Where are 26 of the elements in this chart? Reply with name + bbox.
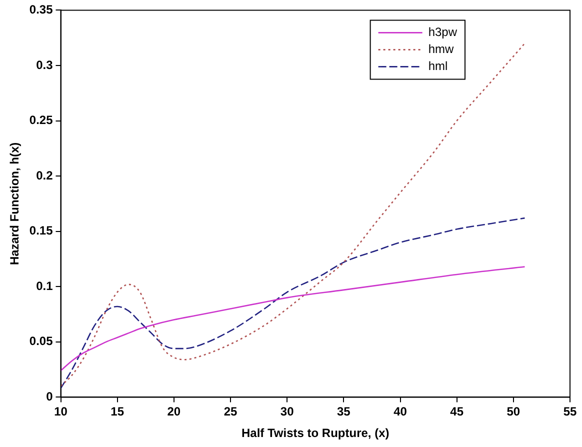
y-tick-label: 0 (46, 390, 54, 404)
x-tick-label: 25 (224, 404, 238, 419)
line-series (60, 217, 526, 390)
x-tick-label: 55 (563, 404, 577, 419)
y-tick-label: 0.15 (29, 224, 54, 238)
x-tick-label: 30 (280, 404, 294, 419)
x-tick-label: 45 (450, 404, 464, 419)
line-series (60, 42, 526, 387)
x-tick-label: 15 (110, 404, 124, 419)
y-tick-label: 0.3 (36, 58, 54, 72)
legend-label: hmw (428, 42, 454, 56)
x-tick-label: 35 (336, 404, 351, 419)
y-tick-label: 0.1 (36, 278, 54, 293)
x-axis-title: Half Twists to Rupture, (x) (241, 426, 390, 440)
y-tick-label: 0.35 (29, 2, 54, 17)
y-tick-label: 0.25 (29, 113, 54, 128)
x-tick-label: 40 (394, 404, 408, 419)
legend-label: h3pw (428, 25, 458, 40)
line-series (60, 266, 526, 372)
y-tick-label: 0.2 (36, 168, 54, 182)
x-tick-label: 50 (506, 404, 520, 419)
legend-label: hml (428, 59, 448, 74)
y-tick-label: 0.05 (29, 334, 54, 348)
y-axis-title: Hazard Function, h(x) (8, 142, 22, 266)
x-tick-label: 20 (167, 404, 181, 419)
x-tick-label: 10 (54, 404, 68, 419)
